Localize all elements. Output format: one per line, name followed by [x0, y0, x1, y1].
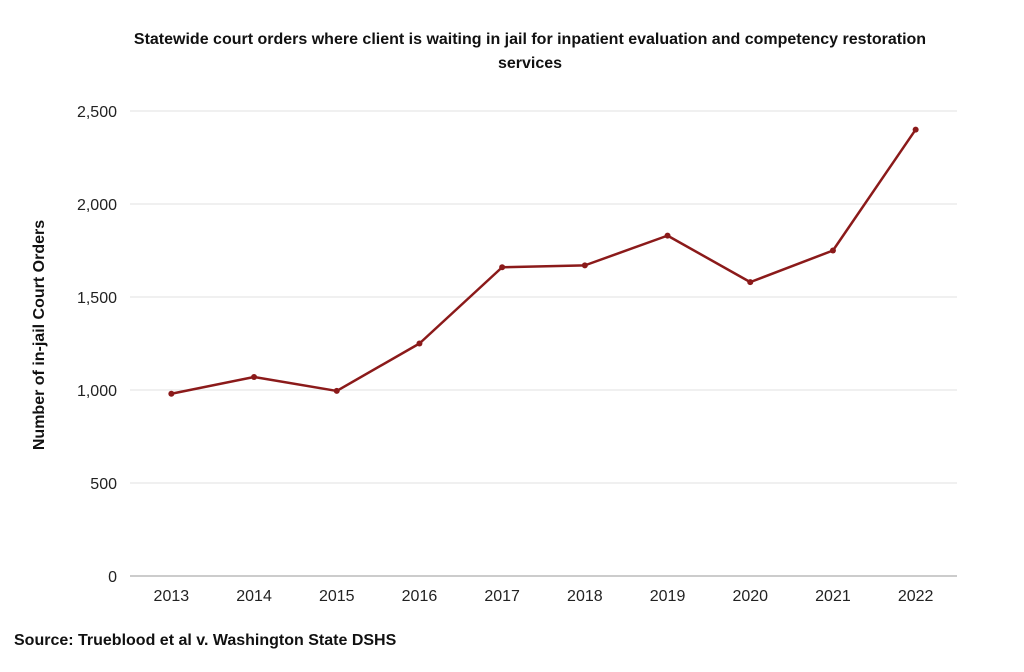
- x-tick-label: 2013: [154, 588, 190, 605]
- data-point: [333, 387, 340, 394]
- x-tick-label: 2016: [402, 588, 438, 605]
- y-tick-label: 2,000: [77, 197, 117, 214]
- y-tick-label: 1,000: [77, 383, 117, 400]
- data-point: [251, 373, 258, 380]
- data-point: [416, 340, 423, 347]
- y-tick-label: 1,500: [77, 290, 117, 307]
- x-tick-label: 2018: [567, 588, 603, 605]
- data-point: [581, 262, 588, 269]
- y-tick-label: 2,500: [77, 104, 117, 121]
- series-line: [171, 128, 917, 395]
- x-tick-label: 2014: [236, 588, 272, 605]
- y-tick-label: 500: [90, 476, 117, 493]
- source-note: Source: Trueblood et al v. Washington St…: [14, 632, 397, 649]
- x-tick-label: 2017: [484, 588, 520, 605]
- x-tick-label: 2021: [815, 588, 851, 605]
- y-tick-label: 0: [108, 569, 117, 586]
- data-point: [829, 247, 836, 254]
- data-point: [499, 264, 506, 271]
- x-tick-label: 2022: [898, 588, 934, 605]
- data-point: [168, 390, 175, 397]
- x-tick-label: 2020: [732, 588, 768, 605]
- data-point: [912, 126, 919, 133]
- x-tick-label: 2019: [650, 588, 686, 605]
- chart-title: Statewide court orders where client is w…: [133, 31, 927, 72]
- data-point: [664, 232, 671, 239]
- x-tick-label: 2015: [319, 588, 355, 605]
- y-axis-label: Number of in-jail Court Orders: [31, 220, 48, 450]
- data-point: [747, 279, 754, 286]
